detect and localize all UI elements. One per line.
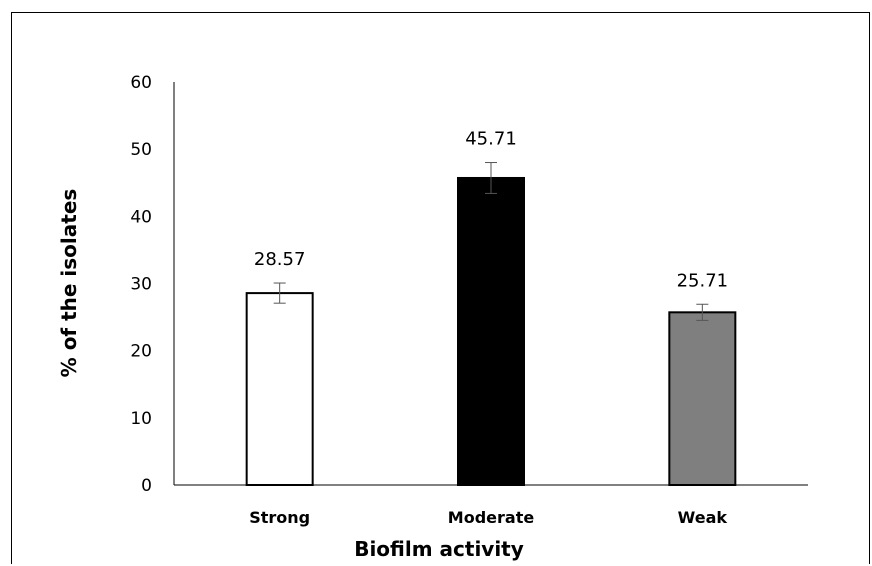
error-bar xyxy=(273,282,286,304)
bar-moderate xyxy=(457,176,525,486)
data-labels: 28.57 45.71 25.71 xyxy=(254,129,728,292)
y-tick-label: 0 xyxy=(141,476,152,496)
x-tick-labels: Strong Moderate Weak xyxy=(249,508,727,527)
y-tick-label: 10 xyxy=(130,409,152,429)
x-tick-label: Moderate xyxy=(448,508,535,527)
error-bar xyxy=(485,162,497,194)
bars xyxy=(245,176,737,487)
data-label: 25.71 xyxy=(677,270,729,291)
data-label: 45.71 xyxy=(465,129,517,150)
x-axis-title: Biofilm activity xyxy=(354,537,524,561)
bar-weak xyxy=(668,311,737,487)
error-bars xyxy=(273,162,709,321)
x-tick-label: Weak xyxy=(678,508,728,527)
y-tick-label: 60 xyxy=(130,73,152,93)
y-tick-label: 40 xyxy=(130,207,152,227)
y-tick-labels: 0 10 20 30 40 50 60 xyxy=(130,73,152,496)
y-tick-label: 30 xyxy=(130,275,152,295)
data-label: 28.57 xyxy=(254,249,306,270)
error-bar xyxy=(696,303,709,321)
x-tick-label: Strong xyxy=(249,508,310,527)
y-tick-label: 50 xyxy=(130,140,152,160)
y-tick-label: 20 xyxy=(130,342,152,362)
y-axis-title: % of the isolates xyxy=(57,189,81,378)
bar-strong xyxy=(245,292,314,486)
